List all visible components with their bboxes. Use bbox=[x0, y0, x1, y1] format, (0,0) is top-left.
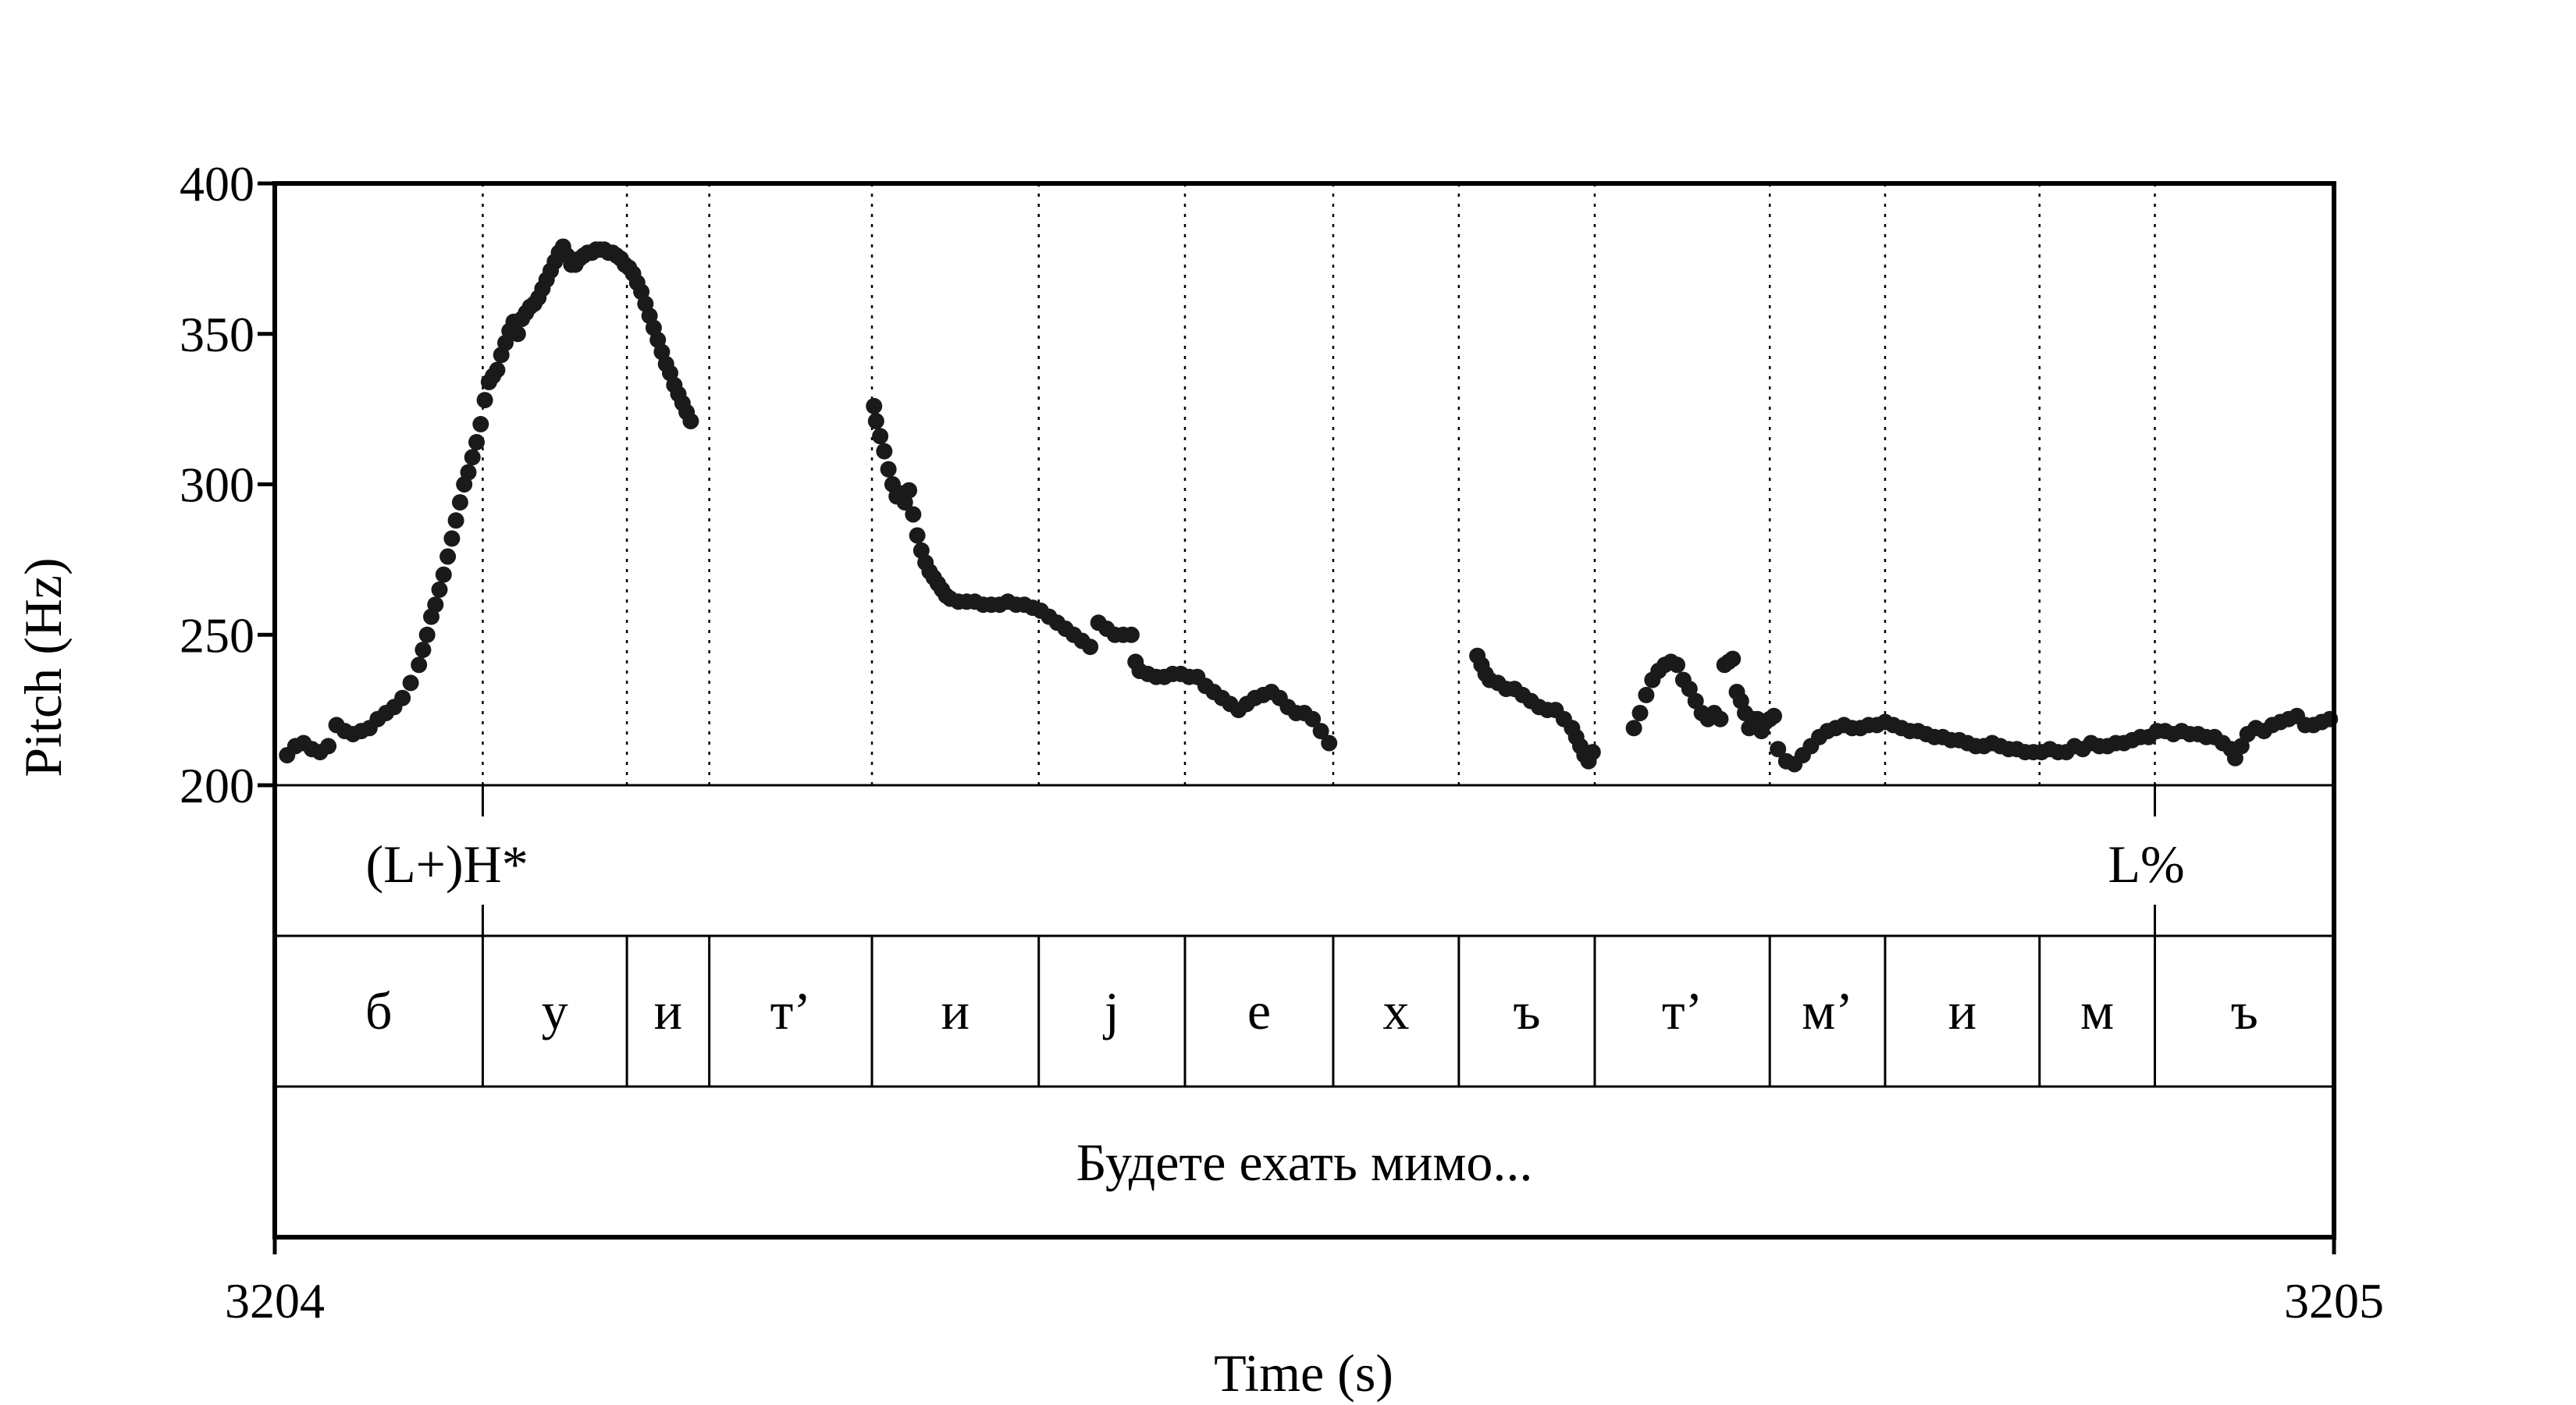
segment-label: ъ bbox=[2231, 981, 2258, 1040]
pitch-point bbox=[447, 512, 464, 529]
y-tick-label: 200 bbox=[180, 758, 254, 813]
pitch-point bbox=[464, 449, 481, 466]
annotation-tiers bbox=[275, 784, 2334, 1088]
pitch-point bbox=[443, 530, 461, 547]
pitch-point bbox=[451, 494, 468, 511]
segment-label: м bbox=[2080, 981, 2114, 1040]
outer-frame bbox=[272, 181, 2336, 1240]
x-tick-label: 3205 bbox=[2284, 1273, 2384, 1329]
segment-label: б bbox=[365, 981, 393, 1040]
pitch-point bbox=[431, 581, 448, 598]
segment-label: е bbox=[1247, 981, 1271, 1040]
segment-label: и bbox=[1948, 981, 1976, 1040]
pitch-point bbox=[1724, 650, 1742, 667]
segment-label: м’ bbox=[1802, 981, 1853, 1040]
x-tick-label: 3204 bbox=[225, 1273, 325, 1329]
pitch-point bbox=[394, 689, 411, 706]
pitch-point bbox=[876, 443, 893, 460]
pitch-point bbox=[1770, 741, 1787, 758]
pitch-point bbox=[320, 738, 337, 755]
segment-label: у bbox=[542, 981, 568, 1040]
pitch-point bbox=[1625, 720, 1642, 737]
pitch-point bbox=[909, 527, 926, 544]
pitch-point bbox=[1123, 626, 1140, 643]
axis-labels: (L+)H* L% б у и т’ и j е х ъ т’ м’ и м ъ Будете ехать ми… bbox=[180, 156, 2384, 1329]
y-tick-label: 350 bbox=[180, 307, 254, 362]
pitch-point bbox=[411, 656, 428, 674]
pitch-point bbox=[427, 596, 444, 614]
pitch-point bbox=[1082, 638, 1099, 656]
pitch-point bbox=[1631, 705, 1649, 721]
segment-boundaries bbox=[481, 183, 2156, 1087]
segment-label: х bbox=[1382, 981, 1409, 1040]
chart-frame bbox=[272, 181, 2336, 1240]
pitch-point bbox=[872, 428, 889, 445]
y-tick-label: 400 bbox=[180, 156, 254, 212]
pitch-point bbox=[472, 415, 489, 432]
tone-label: L% bbox=[2108, 834, 2184, 894]
pitch-point bbox=[509, 325, 526, 343]
pitch-point bbox=[880, 461, 897, 478]
pitch-point bbox=[867, 413, 884, 429]
segment-label: и bbox=[654, 981, 682, 1040]
tone-label: (L+)H* bbox=[365, 834, 528, 894]
pitch-point bbox=[460, 464, 477, 481]
pitch-points bbox=[279, 238, 2339, 773]
y-axis-title: Pitch (Hz) bbox=[13, 557, 73, 777]
pitch-point bbox=[468, 434, 485, 450]
y-tick-label: 250 bbox=[180, 607, 254, 663]
pitch-point bbox=[901, 482, 917, 499]
pitch-point bbox=[415, 642, 432, 658]
pitch-point bbox=[1669, 656, 1685, 674]
pitch-point bbox=[439, 548, 457, 565]
pitch-point bbox=[476, 392, 493, 409]
pitch-point bbox=[1638, 686, 1655, 703]
pitch-point bbox=[1321, 735, 1338, 752]
segment-label: т’ bbox=[1662, 981, 1703, 1040]
pitch-point bbox=[402, 674, 419, 692]
y-tick-label: 300 bbox=[180, 457, 254, 513]
pitch-point bbox=[1312, 723, 1329, 740]
segment-label: j bbox=[1103, 981, 1119, 1040]
segment-label: ъ bbox=[1513, 981, 1540, 1040]
pitch-point bbox=[866, 397, 883, 414]
pitch-point bbox=[905, 506, 922, 523]
pitch-point bbox=[1681, 681, 1698, 698]
pitch-point bbox=[418, 626, 436, 643]
x-axis-title: Time (s) bbox=[1214, 1343, 1393, 1403]
pitch-point bbox=[682, 413, 699, 429]
pitch-point bbox=[1766, 707, 1782, 724]
pitch-point bbox=[489, 361, 506, 379]
utterance-label: Будете ехать мимо... bbox=[1076, 1133, 1533, 1192]
pitch-point bbox=[1304, 710, 1322, 727]
pitch-point bbox=[1584, 744, 1601, 761]
segment-label: и bbox=[941, 981, 970, 1040]
pitch-point bbox=[435, 566, 452, 583]
segment-label: т’ bbox=[770, 981, 811, 1040]
pitch-point bbox=[1712, 710, 1729, 727]
